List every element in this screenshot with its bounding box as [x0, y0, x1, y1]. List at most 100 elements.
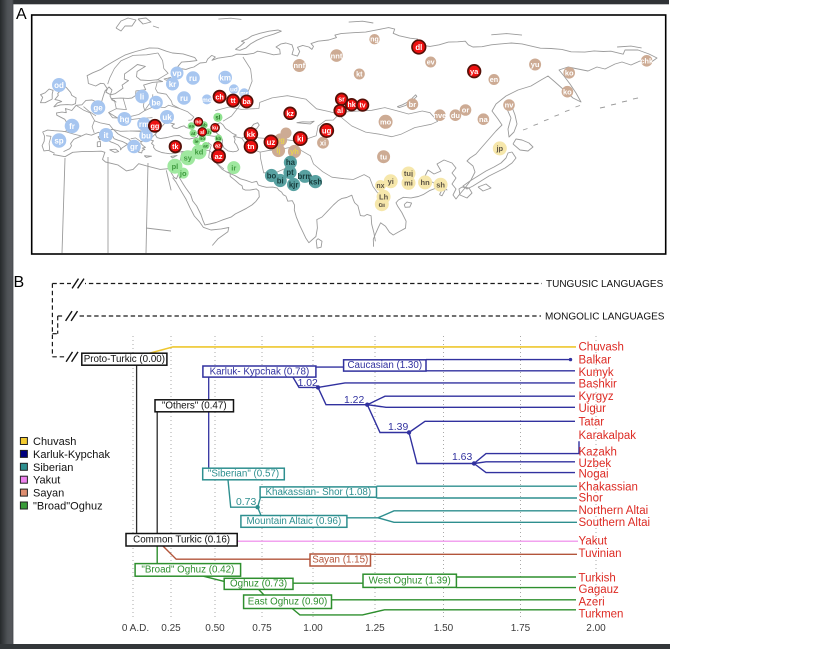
svg-text:Sayan (1.15): Sayan (1.15) — [312, 555, 368, 566]
svg-text:sl: sl — [215, 116, 220, 122]
svg-text:dl: dl — [415, 43, 422, 52]
svg-text:be: be — [151, 98, 161, 107]
svg-text:di: di — [378, 200, 385, 209]
svg-text:yg: yg — [276, 136, 285, 145]
svg-text:Yakut: Yakut — [33, 475, 60, 487]
svg-text:kr: kr — [169, 80, 177, 89]
svg-text:0 A.D.: 0 A.D. — [122, 623, 149, 634]
svg-text:sp: sp — [54, 136, 63, 145]
svg-text:Oghuz (0.73): Oghuz (0.73) — [230, 579, 287, 590]
svg-text:Southern Altai: Southern Altai — [579, 517, 651, 529]
svg-text:Karluk-Kypchak: Karluk-Kypchak — [33, 449, 111, 461]
svg-text:1.63: 1.63 — [452, 452, 472, 463]
svg-text:hg: hg — [120, 115, 130, 124]
svg-text:bu: bu — [141, 131, 151, 140]
svg-text:"Siberian" (0.57): "Siberian" (0.57) — [208, 469, 279, 480]
svg-text:as: as — [189, 125, 195, 130]
svg-text:TUNGUSIC LANGUAGES: TUNGUSIC LANGUAGES — [546, 279, 664, 290]
svg-text:ud: ud — [230, 86, 238, 93]
svg-text:"Broad" Oghuz (0.42): "Broad" Oghuz (0.42) — [141, 565, 234, 576]
svg-text:chk: chk — [640, 57, 654, 66]
svg-text:sh: sh — [436, 180, 445, 189]
svg-text:ab: ab — [201, 123, 207, 129]
svg-text:Turkish: Turkish — [579, 573, 616, 585]
svg-text:Azeri: Azeri — [579, 597, 605, 609]
svg-text:Karluk- Kypchak (0.78): Karluk- Kypchak (0.78) — [210, 366, 310, 377]
svg-text:jp: jp — [495, 144, 503, 153]
svg-text:nnt: nnt — [331, 51, 343, 60]
svg-text:1.25: 1.25 — [365, 623, 385, 634]
svg-text:Chuvash: Chuvash — [33, 436, 76, 448]
svg-text:km: km — [219, 73, 231, 82]
svg-text:Balkar: Balkar — [579, 355, 612, 367]
svg-text:gr: gr — [130, 142, 138, 151]
svg-text:0.75: 0.75 — [252, 623, 272, 634]
svg-text:2.00: 2.00 — [586, 623, 606, 634]
svg-text:li: li — [140, 92, 144, 101]
svg-text:ku: ku — [212, 126, 218, 132]
svg-text:kd: kd — [195, 148, 204, 157]
svg-text:B: B — [14, 274, 25, 291]
svg-text:Northern Altai: Northern Altai — [579, 505, 649, 517]
svg-text:tuj: tuj — [404, 169, 413, 178]
svg-text:br: br — [409, 100, 417, 109]
svg-text:az: az — [215, 144, 221, 150]
svg-text:tu: tu — [380, 152, 387, 161]
svg-text:sl: sl — [200, 130, 205, 136]
svg-text:Chuvash: Chuvash — [579, 342, 624, 354]
svg-text:ev: ev — [427, 58, 435, 67]
svg-text:vp: vp — [172, 69, 181, 78]
svg-text:ge: ge — [93, 103, 103, 112]
svg-text:Uzbek: Uzbek — [579, 458, 612, 470]
svg-text:yu: yu — [531, 60, 540, 69]
svg-text:ki: ki — [297, 134, 304, 143]
svg-text:East Oghuz (0.90): East Oghuz (0.90) — [248, 596, 328, 607]
svg-text:0.50: 0.50 — [205, 623, 225, 634]
svg-text:ir: ir — [231, 163, 236, 172]
svg-text:uk: uk — [162, 113, 172, 122]
svg-text:at: at — [191, 131, 196, 137]
svg-text:no: no — [199, 137, 205, 142]
svg-text:sr: sr — [338, 97, 345, 104]
svg-text:hn: hn — [421, 178, 431, 187]
svg-text:kk: kk — [247, 130, 256, 139]
svg-text:kb: kb — [216, 136, 222, 142]
svg-text:al: al — [337, 108, 343, 115]
svg-text:pt: pt — [286, 168, 294, 177]
svg-text:Tuvinian: Tuvinian — [579, 548, 622, 560]
svg-text:tk: tk — [172, 144, 178, 151]
svg-text:Bashkir: Bashkir — [579, 379, 618, 391]
svg-text:na: na — [479, 115, 489, 124]
svg-text:Tatar: Tatar — [579, 417, 605, 429]
svg-text:bi: bi — [277, 176, 284, 185]
svg-text:Caucasian (1.30): Caucasian (1.30) — [347, 360, 422, 371]
svg-text:Siberian: Siberian — [33, 462, 73, 474]
svg-text:ng: ng — [370, 37, 378, 44]
svg-text:it: it — [104, 131, 109, 140]
svg-text:sy: sy — [184, 154, 193, 163]
svg-text:nv: nv — [505, 101, 515, 110]
svg-text:"Broad"Oghuz: "Broad"Oghuz — [33, 501, 103, 513]
svg-text:ac: ac — [203, 145, 209, 150]
svg-text:le: le — [194, 139, 198, 145]
svg-text:rm: rm — [139, 120, 149, 129]
svg-text:ko: ko — [565, 69, 574, 78]
svg-text:ru: ru — [180, 94, 188, 103]
svg-text:yh: yh — [290, 147, 299, 156]
svg-text:od: od — [54, 81, 64, 90]
svg-text:ch: ch — [205, 130, 211, 136]
svg-text:1.75: 1.75 — [511, 623, 531, 634]
svg-text:mr: mr — [240, 90, 249, 97]
svg-text:mi: mi — [404, 179, 413, 188]
svg-text:uz: uz — [267, 138, 276, 147]
svg-text:1.00: 1.00 — [303, 623, 323, 634]
svg-text:kt: kt — [356, 70, 363, 79]
svg-text:Karakalpak: Karakalpak — [579, 430, 637, 442]
svg-text:ha: ha — [286, 158, 296, 167]
svg-text:tv: tv — [359, 103, 365, 110]
svg-text:0.25: 0.25 — [161, 623, 181, 634]
svg-text:0.73: 0.73 — [236, 497, 256, 508]
svg-text:Gagauz: Gagauz — [579, 584, 620, 596]
svg-text:1.02: 1.02 — [298, 378, 318, 389]
svg-text:Uigur: Uigur — [579, 403, 607, 415]
